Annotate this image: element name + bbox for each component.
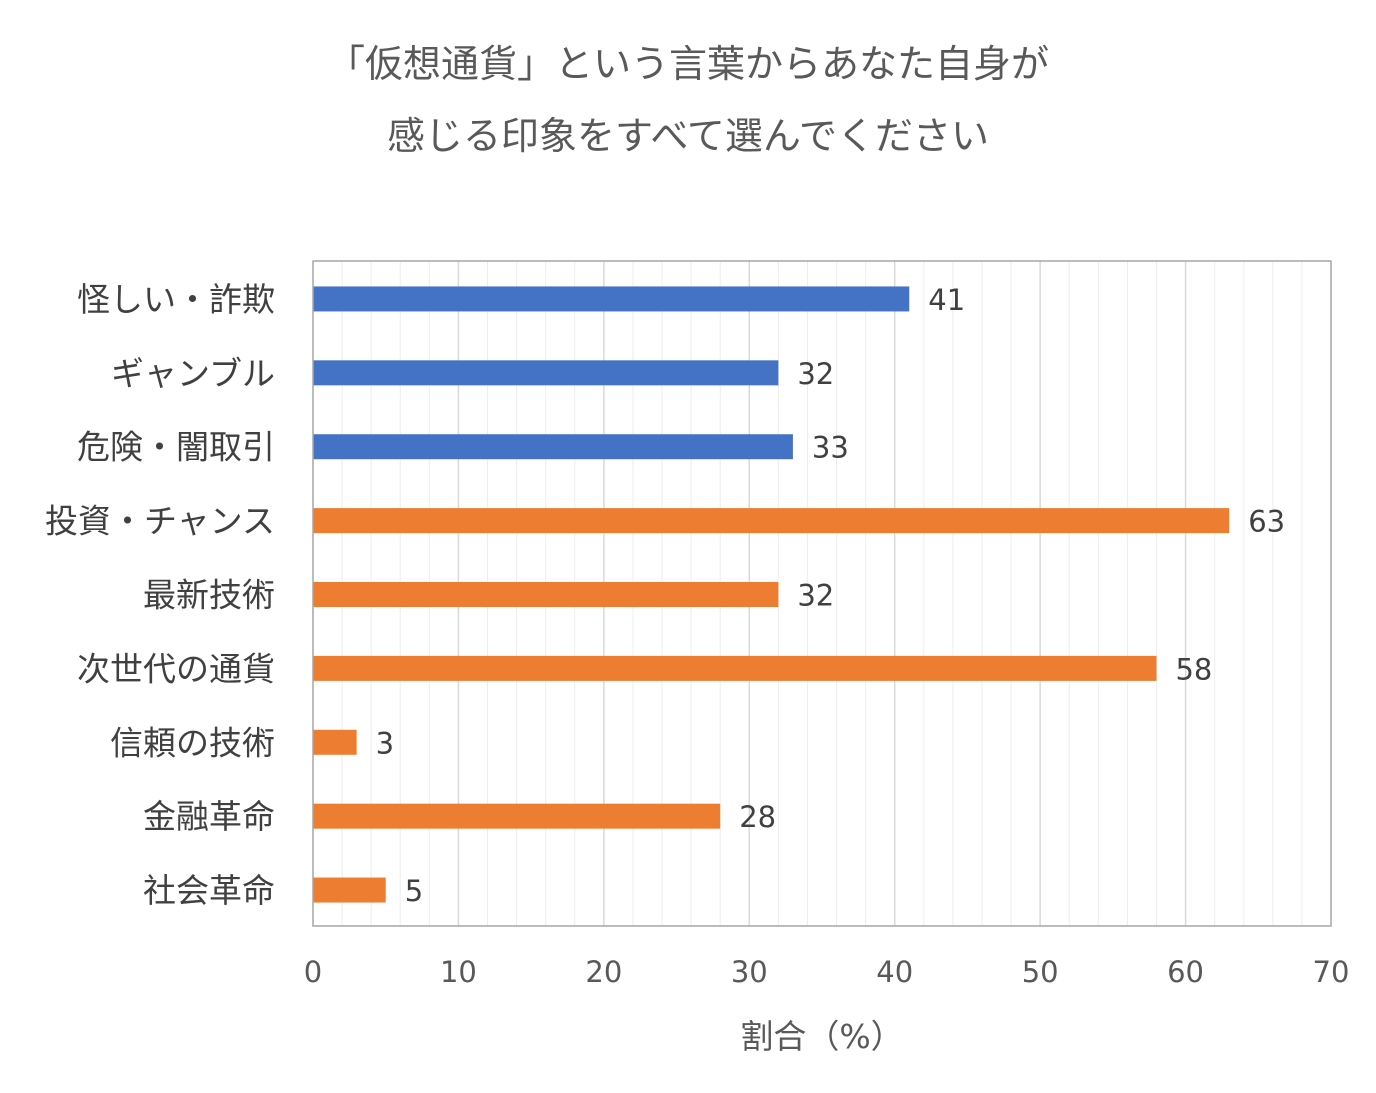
chart-title-line-2: 感じる印象をすべて選んでください [387, 114, 989, 158]
x-tick-label: 60 [1167, 955, 1204, 989]
data-label: 32 [797, 357, 834, 391]
x-tick-label: 20 [585, 955, 622, 989]
data-label: 28 [739, 800, 776, 834]
x-axis-title: 割合（%） [740, 1017, 903, 1056]
x-tick-label: 70 [1313, 955, 1350, 989]
data-label: 58 [1175, 652, 1212, 686]
category-label: 最新技術 [143, 576, 275, 615]
bar [313, 286, 910, 312]
category-label: 金融革命 [143, 797, 275, 836]
category-label: 信頼の技術 [110, 723, 275, 762]
bar [313, 582, 779, 607]
x-tick-label: 40 [876, 955, 913, 989]
data-label: 5 [405, 874, 423, 908]
x-axis-tick-labels: 0 10 20 30 40 50 60 70 [304, 955, 1350, 989]
x-tick-label: 10 [440, 955, 477, 989]
bar [313, 803, 721, 829]
category-label: 社会革命 [143, 871, 275, 910]
category-label: 投資・チャンス [45, 502, 275, 541]
bar [313, 877, 386, 903]
category-label: 次世代の通貨 [77, 649, 275, 688]
x-tick-label: 0 [304, 955, 322, 989]
bar [313, 434, 793, 460]
data-label: 63 [1248, 505, 1285, 539]
bar [313, 360, 779, 386]
category-label: ギャンブル [111, 354, 275, 393]
data-label: 3 [376, 726, 394, 760]
bar-series [313, 286, 1230, 903]
bar [313, 508, 1230, 534]
data-labels: 41 32 33 63 32 58 3 28 5 [376, 283, 1285, 908]
category-label: 怪しい・詐欺 [77, 280, 275, 319]
category-labels: 怪しい・詐欺ギャンブル危険・闇取引投資・チャンス最新技術次世代の通貨信頼の技術金… [45, 280, 275, 910]
data-label: 41 [928, 283, 965, 317]
plot-area-frame [312, 260, 1332, 927]
data-label: 33 [812, 431, 849, 465]
category-label: 危険・闇取引 [77, 428, 275, 467]
chart-title-line-1: 「仮想通貨」という言葉からあなた自身が [327, 42, 1049, 86]
x-tick-label: 30 [731, 955, 768, 989]
bar [313, 655, 1157, 681]
x-tick-label: 50 [1022, 955, 1059, 989]
bar [313, 729, 357, 755]
data-label: 32 [797, 579, 834, 613]
